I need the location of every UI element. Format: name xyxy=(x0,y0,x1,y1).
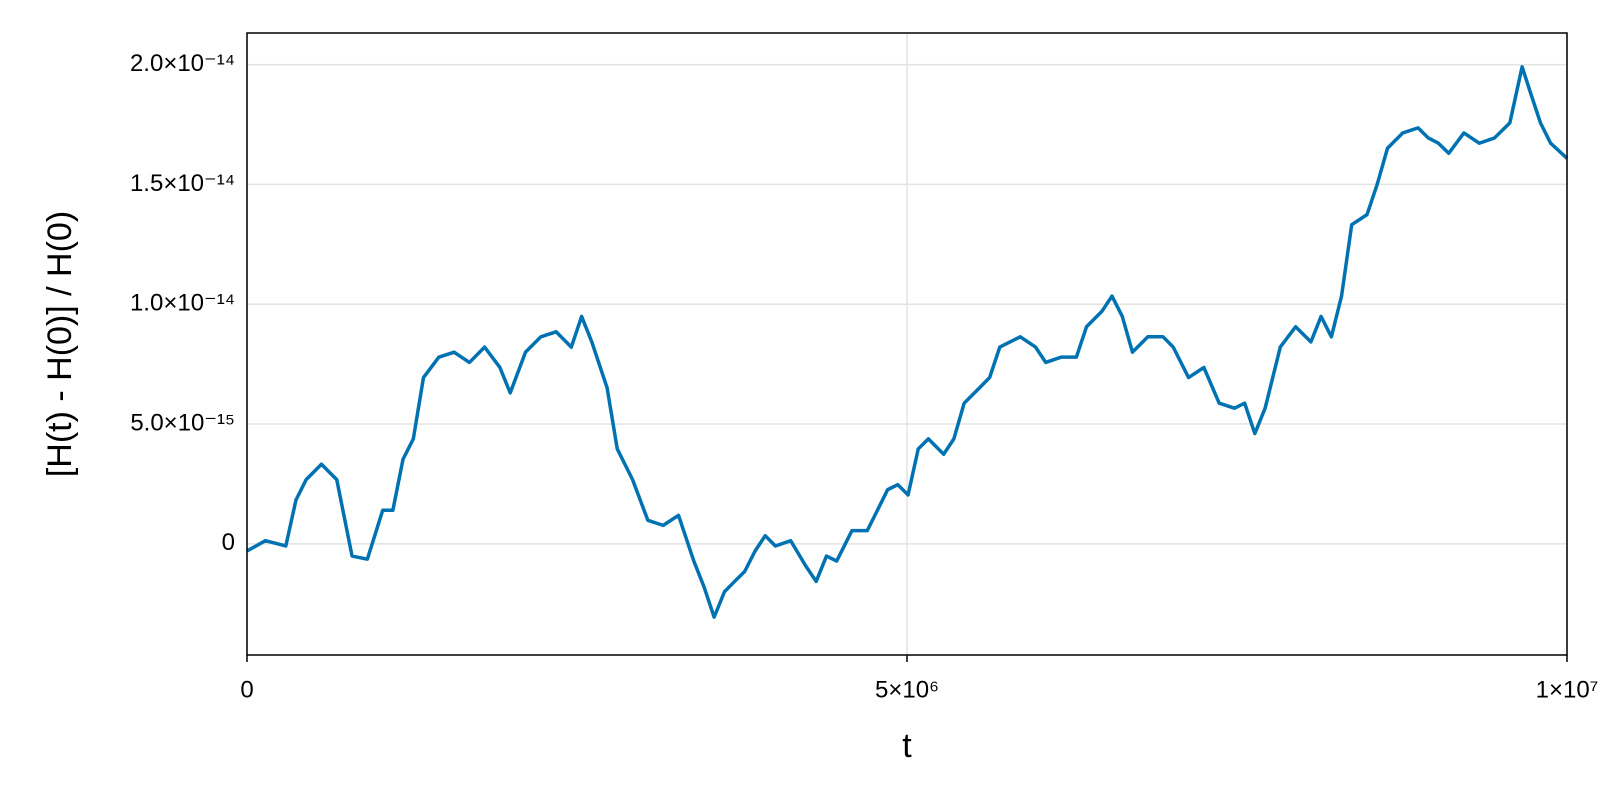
y-tick-label: 0 xyxy=(222,529,235,556)
x-tick-label: 1×10⁷ xyxy=(1536,676,1599,703)
y-axis-label: [H(t) - H(0)] / H(0) xyxy=(41,211,79,477)
x-axis-label: t xyxy=(902,727,912,765)
y-tick-label: 2.0×10⁻¹⁴ xyxy=(130,50,235,77)
y-tick-label: 5.0×10⁻¹⁵ xyxy=(130,409,235,436)
y-tick-label: 1.5×10⁻¹⁴ xyxy=(130,170,235,197)
plot-frame xyxy=(246,32,1568,656)
y-tick-label: 1.0×10⁻¹⁴ xyxy=(130,290,235,317)
x-tick-label: 0 xyxy=(240,676,253,703)
data-line xyxy=(246,65,1569,619)
x-tick-label: 5×10⁶ xyxy=(875,676,939,703)
